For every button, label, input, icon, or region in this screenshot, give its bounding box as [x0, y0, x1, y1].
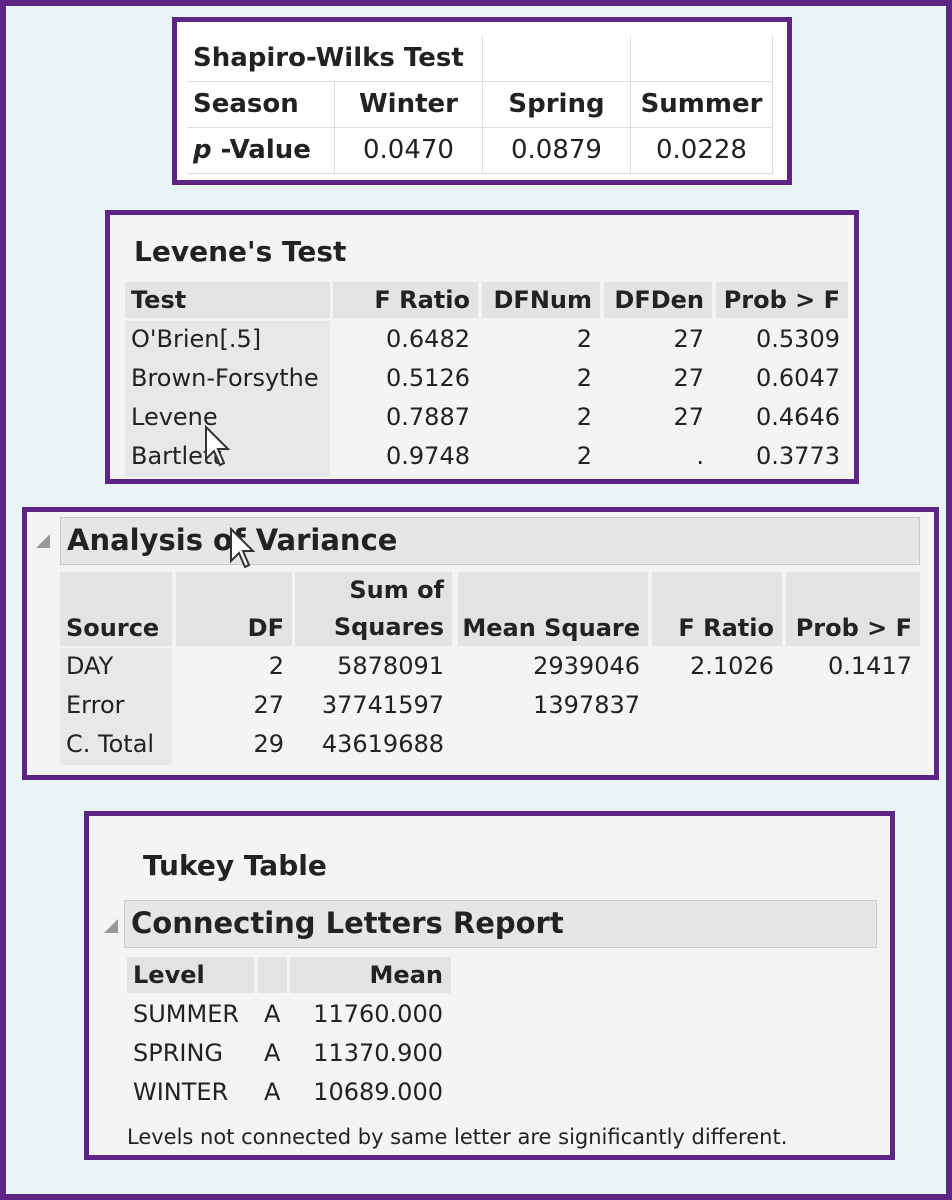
anova-header-cell: Prob > F: [786, 572, 920, 646]
anova-value-cell: [786, 687, 920, 726]
anova-value-cell: 1397837: [533, 691, 640, 719]
anova-value-cell: [786, 726, 920, 765]
anova-value-cell: 2.1026: [690, 652, 774, 680]
shapiro-header-cell: Spring: [483, 82, 631, 128]
anova-value-cell: 2939046: [533, 652, 640, 680]
pvalue-cell: 0.0879: [483, 128, 631, 174]
p-rest: -Value: [211, 135, 311, 165]
tukey-title: Tukey Table: [143, 849, 327, 882]
tukey-header-cell: [258, 957, 287, 993]
pvalue-label: p -Value: [187, 128, 335, 174]
levene-value-cell: .: [696, 442, 704, 470]
anova-header-cell: Source: [60, 572, 172, 646]
levene-title: Levene's Test: [134, 235, 347, 268]
anova-header-cell: Mean Square: [458, 572, 648, 646]
levene-header-cell: DFNum: [482, 282, 600, 318]
levene-value-cell: 2: [576, 325, 592, 353]
anova-source: C. Total: [60, 726, 172, 765]
anova-panel: Analysis of Variance Source DF Sum of Squar…: [22, 507, 939, 780]
levene-test-name: Levene: [125, 399, 330, 438]
levene-value-cell: 0.9748: [386, 442, 470, 470]
shapiro-wilks-panel: Shapiro-Wilks Test Season Winter Spring Summ…: [172, 17, 792, 185]
levene-value-cell: 0.6047: [756, 364, 840, 392]
anova-header-cell: Sum of Squares: [295, 572, 452, 646]
empty-cell: [483, 36, 631, 82]
tukey-level: WINTER: [133, 1078, 229, 1106]
levene-value-cell: 2: [576, 442, 592, 470]
levene-header-cell: F Ratio: [333, 282, 478, 318]
tukey-level: SPRING: [133, 1039, 224, 1067]
tukey-level: SUMMER: [133, 1000, 240, 1028]
levene-test-name: Bartlett: [125, 438, 330, 477]
levene-panel: Levene's Test Test F Ratio DFNum DFDen Prob …: [105, 210, 859, 484]
pvalue-cell: 0.0228: [631, 128, 773, 174]
anova-title-bar[interactable]: Analysis of Variance: [60, 517, 920, 565]
disclosure-triangle-icon[interactable]: [36, 534, 50, 548]
anova-value-cell: 5878091: [337, 652, 444, 680]
levene-value-cell: 0.6482: [386, 325, 470, 353]
tukey-header-cell: Level: [127, 957, 254, 993]
levene-test-name: O'Brien[.5]: [125, 321, 330, 360]
tukey-letter: A: [264, 1039, 281, 1067]
shapiro-header-cell: Season: [187, 82, 335, 128]
p-italic: p: [193, 135, 212, 165]
levene-value-cell: 0.5126: [386, 364, 470, 392]
levene-value-cell: 0.3773: [756, 442, 840, 470]
connecting-letters-title-bar[interactable]: Connecting Letters Report: [124, 900, 877, 948]
disclosure-triangle-icon[interactable]: [104, 919, 118, 933]
anova-value-cell: 29: [253, 730, 284, 758]
anova-value-cell: 37741597: [321, 691, 444, 719]
anova-value-cell: 43619688: [321, 730, 444, 758]
tukey-footnote: Levels not connected by same letter are …: [127, 1125, 788, 1149]
anova-value-cell: [652, 687, 782, 726]
header-line: Squares: [333, 613, 444, 641]
anova-value-cell: [458, 726, 648, 765]
levene-value-cell: 27: [673, 325, 704, 353]
tukey-header-cell: Mean: [290, 957, 451, 993]
anova-source: Error: [60, 687, 172, 726]
anova-value-cell: [652, 726, 782, 765]
mouse-cursor-icon: [205, 425, 231, 467]
mouse-cursor-icon: [230, 527, 256, 569]
levene-value-cell: 27: [673, 364, 704, 392]
anova-header-cell: F Ratio: [652, 572, 782, 646]
anova-header-cell: DF: [176, 572, 292, 646]
levene-value-cell: 2: [576, 403, 592, 431]
tukey-mean: 11370.900: [313, 1039, 443, 1067]
anova-value-cell: 0.1417: [828, 652, 912, 680]
tukey-panel: Tukey Table Connecting Letters Report Le…: [84, 811, 895, 1160]
shapiro-header-cell: Summer: [631, 82, 773, 128]
levene-header-cell: Prob > F: [716, 282, 848, 318]
levene-value-cell: 27: [673, 403, 704, 431]
levene-header-cell: Test: [125, 282, 330, 318]
header-line: Sum of: [349, 576, 444, 604]
tukey-letter: A: [264, 1078, 281, 1106]
levene-test-name: Brown-Forsythe: [125, 360, 330, 399]
levene-value-cell: 0.5309: [756, 325, 840, 353]
anova-value-cell: 2: [268, 652, 284, 680]
levene-value-cell: 2: [576, 364, 592, 392]
tukey-letter: A: [264, 1000, 281, 1028]
tukey-mean: 11760.000: [313, 1000, 443, 1028]
tukey-mean: 10689.000: [313, 1078, 443, 1106]
empty-cell: [631, 36, 773, 82]
anova-value-cell: 27: [253, 691, 284, 719]
anova-source: DAY: [60, 648, 172, 687]
levene-header-cell: DFDen: [604, 282, 712, 318]
pvalue-cell: 0.0470: [335, 128, 483, 174]
levene-value-cell: 0.7887: [386, 403, 470, 431]
levene-value-cell: 0.4646: [756, 403, 840, 431]
shapiro-header-cell: Winter: [335, 82, 483, 128]
shapiro-title: Shapiro-Wilks Test: [187, 36, 483, 82]
